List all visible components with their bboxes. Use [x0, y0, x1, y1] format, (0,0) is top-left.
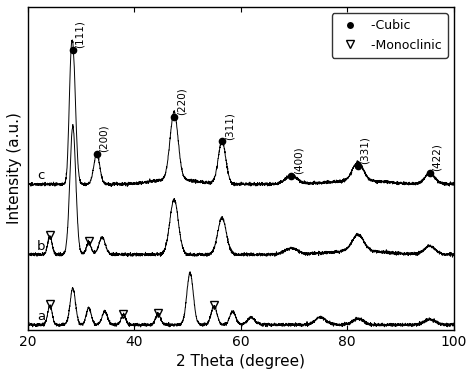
Text: (200): (200) — [99, 124, 109, 152]
Text: a: a — [37, 310, 45, 323]
Text: (111): (111) — [75, 20, 85, 48]
Text: c: c — [37, 169, 45, 182]
Legend:  -Cubic,  -Monoclinic: -Cubic, -Monoclinic — [332, 13, 447, 58]
Y-axis label: Intensity (a.u.): Intensity (a.u.) — [7, 112, 22, 224]
Text: (220): (220) — [176, 87, 186, 115]
Text: (331): (331) — [360, 136, 370, 164]
Text: (311): (311) — [224, 112, 234, 139]
X-axis label: 2 Theta (degree): 2 Theta (degree) — [176, 354, 305, 369]
Text: b: b — [37, 240, 46, 253]
Text: (422): (422) — [432, 144, 442, 171]
Text: (400): (400) — [293, 146, 303, 174]
